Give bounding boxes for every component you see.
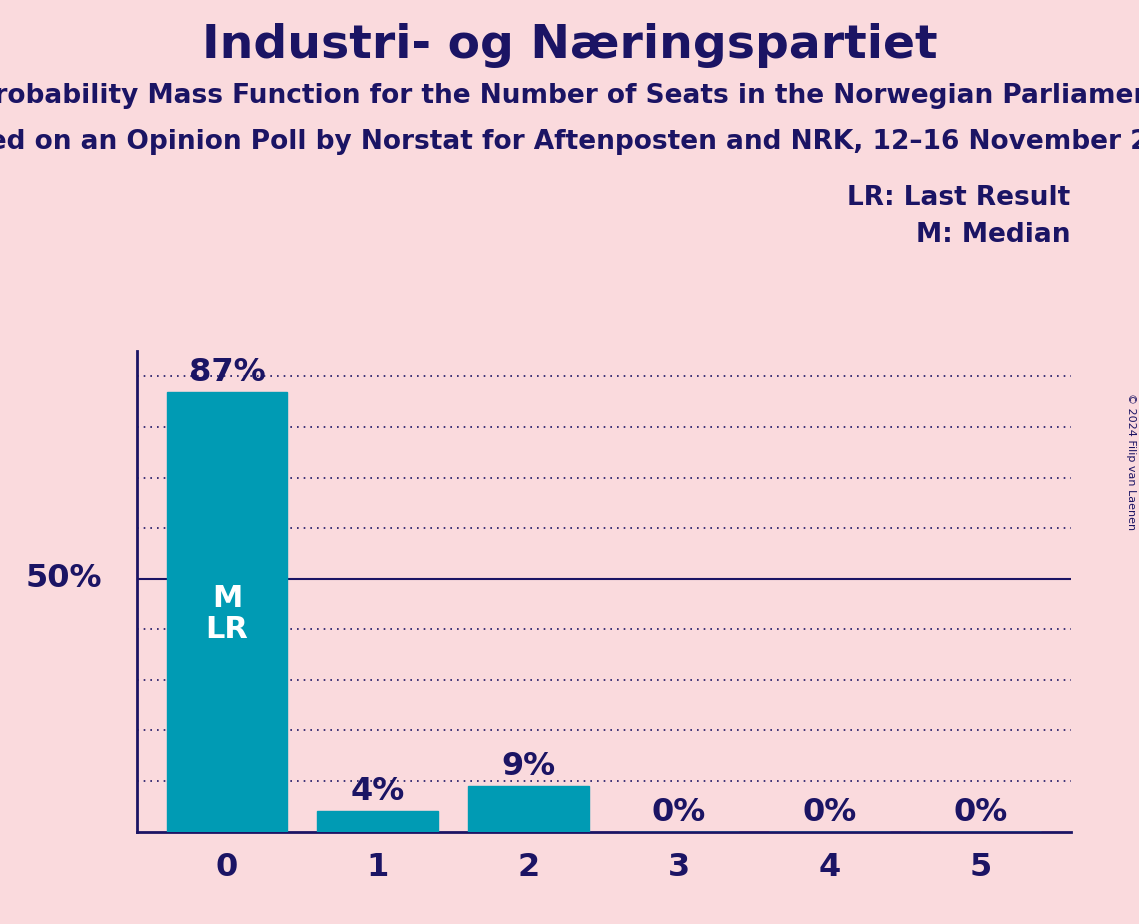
Text: 87%: 87% [189,357,265,387]
Text: 0%: 0% [953,796,1007,828]
Text: M: M [212,585,243,614]
Text: Based on an Opinion Poll by Norstat for Aftenposten and NRK, 12–16 November 2024: Based on an Opinion Poll by Norstat for … [0,129,1139,155]
Text: © 2024 Filip van Laenen: © 2024 Filip van Laenen [1126,394,1136,530]
Bar [468,786,589,832]
Text: Industri- og Næringspartiet: Industri- og Næringspartiet [202,23,937,68]
Text: 0%: 0% [652,796,706,828]
Text: LR: LR [206,614,248,644]
Text: Probability Mass Function for the Number of Seats in the Norwegian Parliament: Probability Mass Function for the Number… [0,83,1139,109]
Text: 9%: 9% [501,751,556,782]
Text: 0%: 0% [803,796,857,828]
Text: 4%: 4% [351,776,404,808]
Text: M: Median: M: Median [916,222,1071,248]
Bar [318,811,439,832]
Text: 50%: 50% [26,564,103,594]
Text: LR: Last Result: LR: Last Result [847,185,1071,211]
Bar [166,392,287,832]
